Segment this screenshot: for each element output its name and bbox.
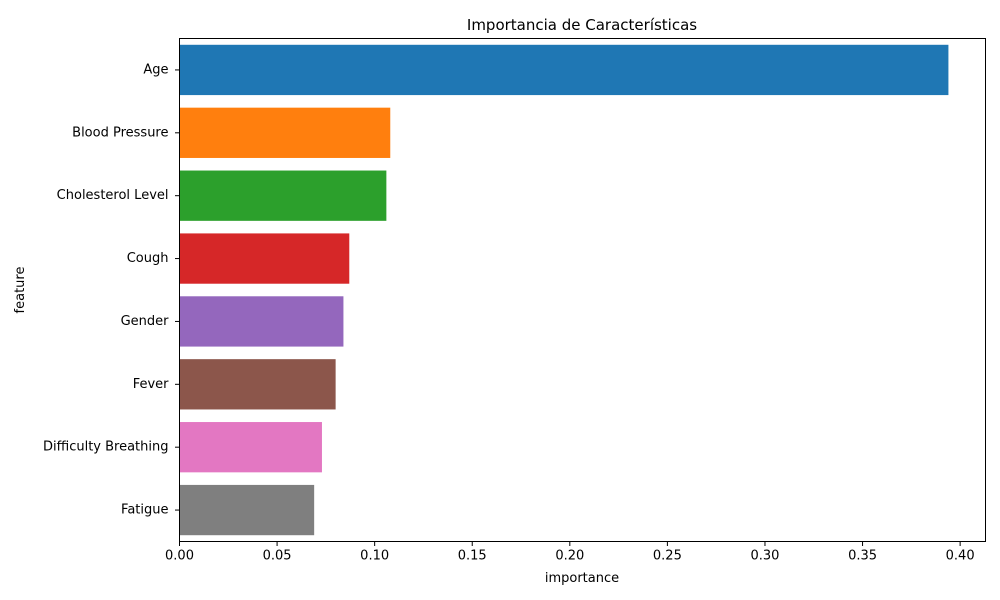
x-axis-label: importance (545, 571, 619, 586)
x-tick-label: 0.10 (360, 549, 389, 564)
y-tick-label-blood-pressure: Blood Pressure (72, 125, 168, 140)
x-tick-label: 0.00 (165, 549, 194, 564)
bar-age (179, 44, 949, 96)
x-tick-label: 0.25 (653, 549, 682, 564)
bar-blood-pressure (179, 107, 391, 158)
y-axis-label: feature (13, 267, 28, 314)
x-tick-label: 0.35 (848, 549, 877, 564)
chart-title: Importancia de Características (467, 16, 697, 34)
y-tick-label-fever: Fever (133, 377, 169, 392)
x-axis-ticks: 0.00 0.05 0.10 0.15 0.20 0.25 0.30 0.35 0.40 (165, 541, 975, 564)
plot-frame (179, 38, 986, 542)
y-axis-ticks: Age Blood Pressure Cholesterol Level Cough G… (43, 62, 180, 518)
x-tick-label: 0.30 (750, 549, 779, 564)
y-tick-label-age: Age (143, 62, 168, 77)
y-tick-label-gender: Gender (121, 314, 170, 329)
y-tick-label-cholesterol-level: Cholesterol Level (57, 188, 169, 203)
y-tick-label-difficulty-breathing: Difficulty Breathing (43, 440, 169, 455)
y-tick-label-cough: Cough (127, 251, 169, 266)
bar-fever (179, 359, 336, 410)
bars-layer (179, 44, 949, 536)
x-tick-label: 0.15 (458, 549, 487, 564)
x-tick-label: 0.05 (263, 549, 292, 564)
bar-cough (179, 233, 350, 284)
bar-gender (179, 296, 344, 347)
y-tick-label-fatigue: Fatigue (121, 503, 168, 518)
x-tick-label: 0.40 (946, 549, 975, 564)
bar-fatigue (179, 484, 315, 536)
bar-difficulty-breathing (179, 422, 322, 473)
x-tick-label: 0.20 (555, 549, 584, 564)
bar-cholesterol-level (179, 170, 387, 221)
